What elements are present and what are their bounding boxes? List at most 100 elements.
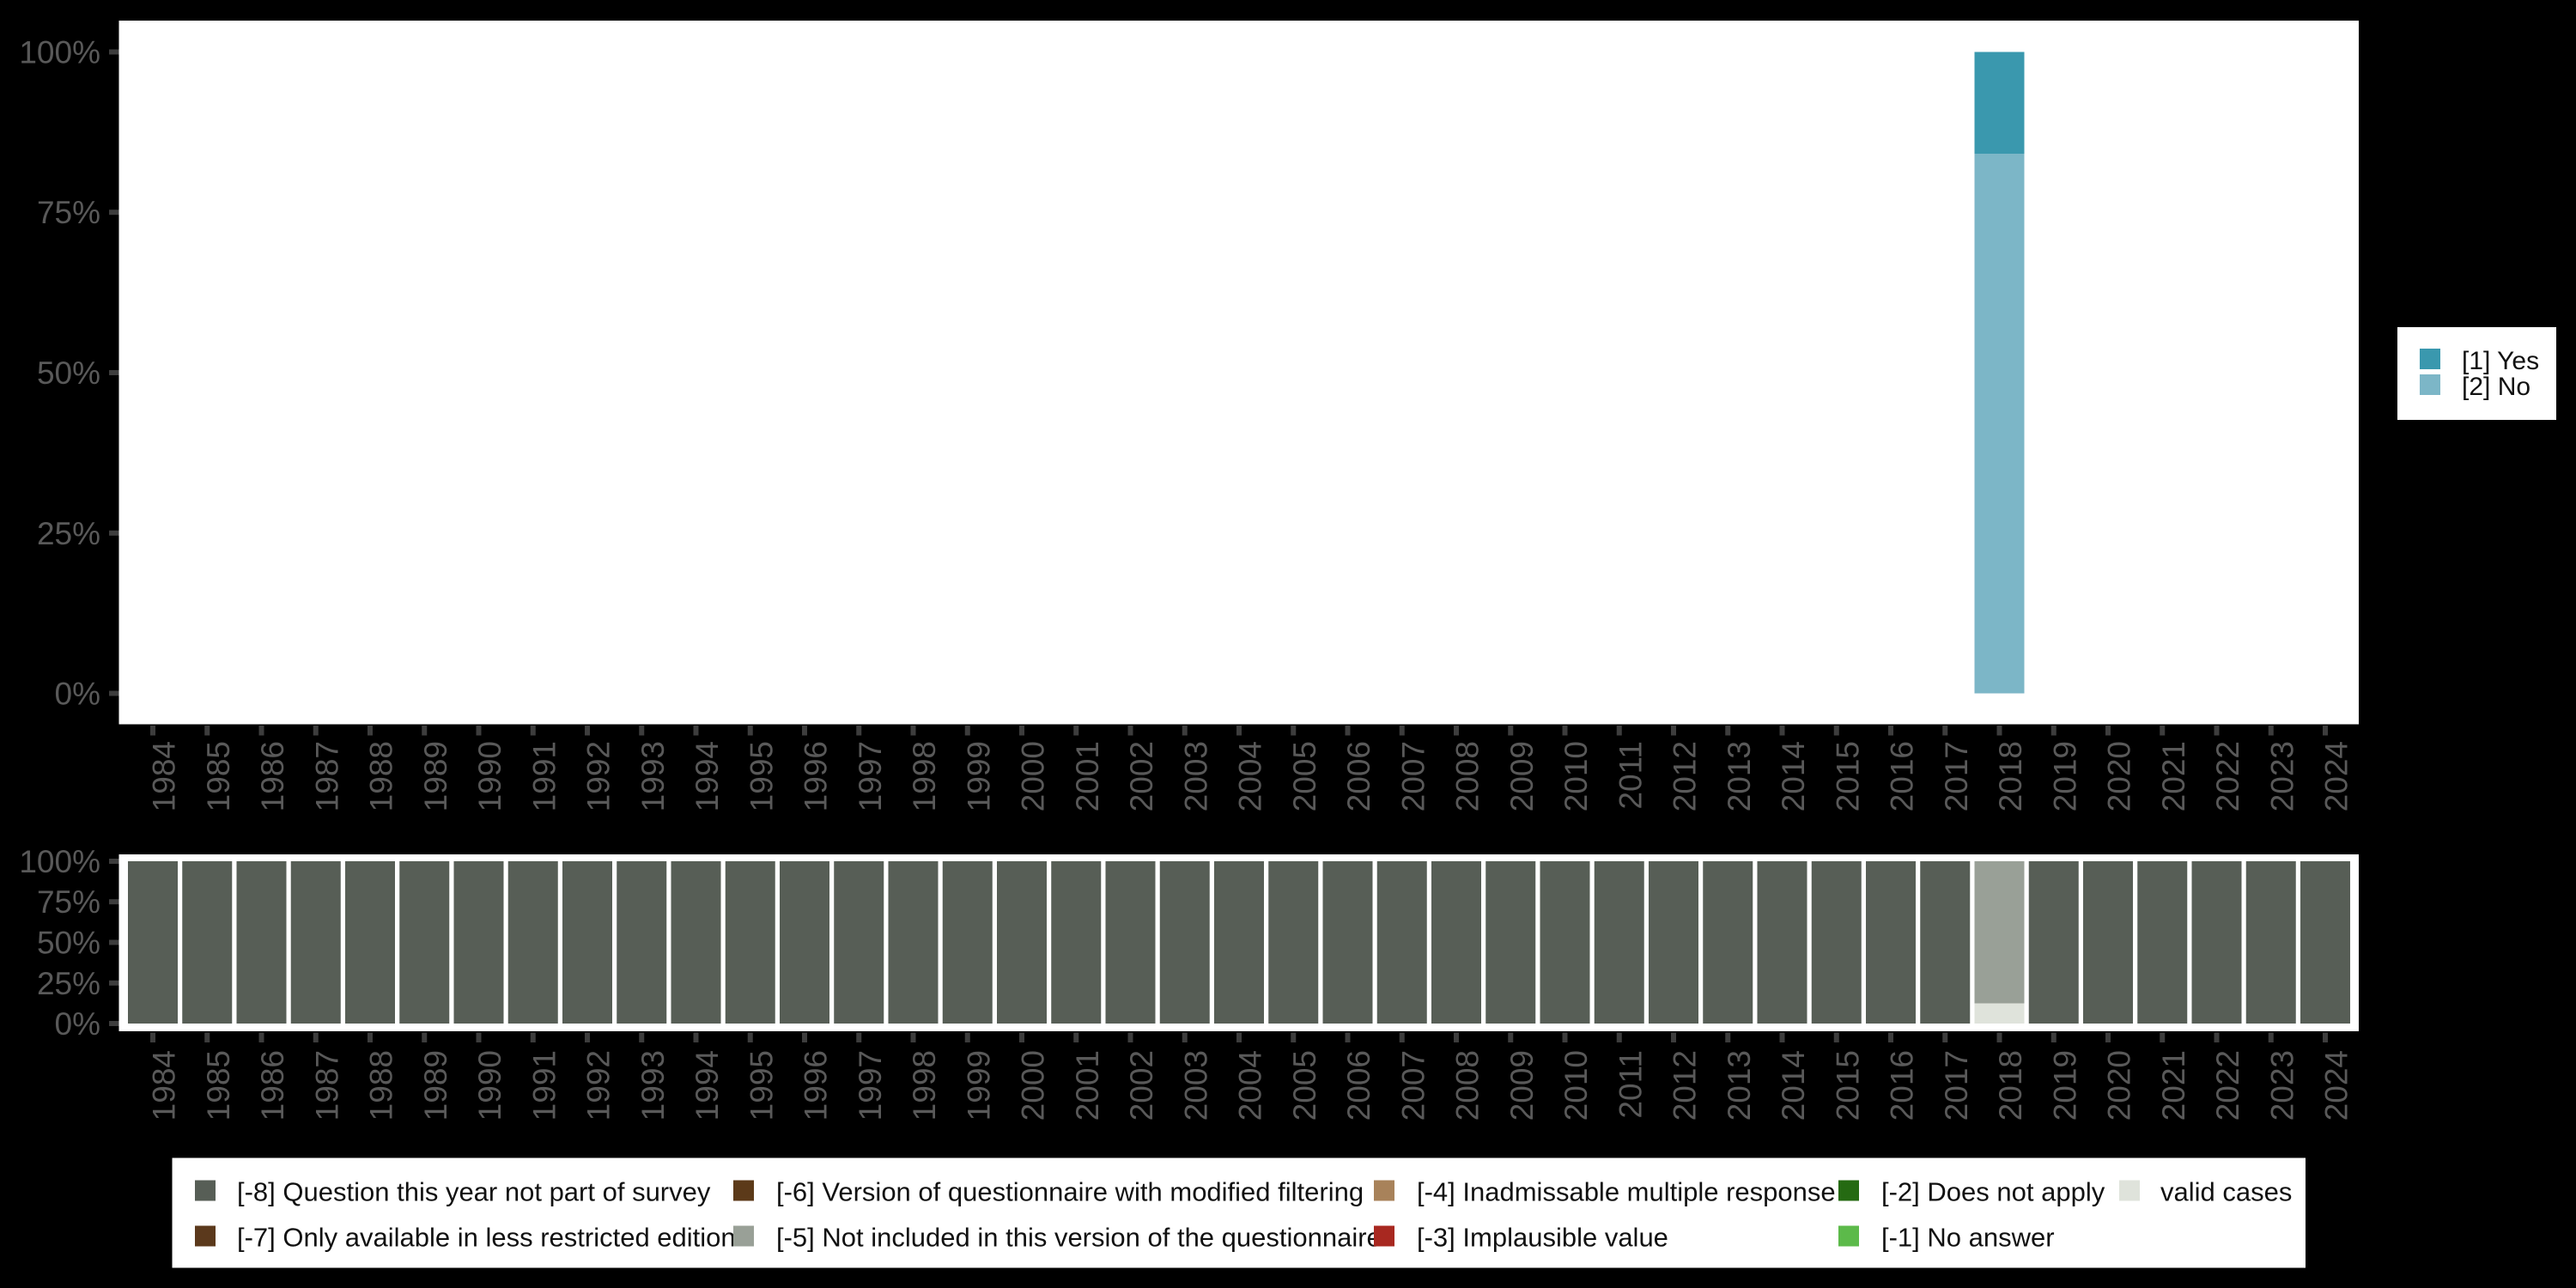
svg-text:1997: 1997 (853, 1050, 888, 1121)
svg-text:2005: 2005 (1287, 741, 1322, 811)
svg-text:1993: 1993 (635, 741, 671, 811)
svg-text:1992: 1992 (581, 741, 617, 811)
svg-text:2018: 2018 (1993, 741, 2028, 811)
svg-text:2001: 2001 (1070, 741, 1105, 811)
svg-text:1998: 1998 (907, 741, 942, 811)
svg-text:valid cases: valid cases (2160, 1177, 2292, 1207)
svg-text:2016: 2016 (1885, 1050, 1920, 1121)
svg-text:2014: 2014 (1776, 1050, 1811, 1121)
svg-text:[-2] Does not apply: [-2] Does not apply (1881, 1177, 2105, 1207)
svg-text:1999: 1999 (961, 1050, 996, 1121)
svg-text:25%: 25% (37, 516, 100, 551)
svg-text:1994: 1994 (690, 741, 725, 811)
svg-text:2006: 2006 (1341, 741, 1376, 811)
svg-text:1985: 1985 (201, 741, 236, 811)
svg-text:[-4] Inadmissable multiple res: [-4] Inadmissable multiple response (1417, 1177, 1836, 1207)
svg-text:2001: 2001 (1070, 1050, 1105, 1121)
svg-text:0%: 0% (55, 677, 100, 712)
svg-text:2002: 2002 (1124, 741, 1159, 811)
svg-text:25%: 25% (37, 966, 100, 1001)
svg-text:1989: 1989 (418, 741, 453, 811)
svg-text:1998: 1998 (907, 1050, 942, 1121)
svg-text:2020: 2020 (2102, 741, 2137, 811)
svg-text:[-3] Implausible value: [-3] Implausible value (1417, 1223, 1668, 1253)
svg-text:2011: 2011 (1613, 741, 1648, 810)
svg-text:2008: 2008 (1450, 741, 1485, 811)
svg-text:2007: 2007 (1395, 1050, 1431, 1121)
svg-text:2023: 2023 (2264, 1050, 2300, 1121)
svg-text:1995: 1995 (744, 1050, 779, 1121)
svg-text:1986: 1986 (255, 741, 290, 811)
svg-text:2017: 2017 (1939, 741, 1974, 811)
svg-text:75%: 75% (37, 195, 100, 230)
svg-text:[-7] Only available in less re: [-7] Only available in less restricted e… (237, 1223, 736, 1253)
svg-text:1997: 1997 (853, 741, 888, 811)
svg-text:2009: 2009 (1504, 1050, 1540, 1121)
svg-text:2018: 2018 (1993, 1050, 2028, 1121)
svg-text:1986: 1986 (255, 1050, 290, 1121)
svg-text:1999: 1999 (961, 741, 996, 811)
svg-text:1992: 1992 (581, 1050, 617, 1121)
svg-text:1991: 1991 (526, 1050, 562, 1121)
svg-text:2023: 2023 (2264, 741, 2300, 811)
svg-text:2016: 2016 (1885, 741, 1920, 811)
svg-text:50%: 50% (37, 355, 100, 391)
svg-text:2015: 2015 (1830, 1050, 1865, 1121)
svg-text:2011: 2011 (1613, 1050, 1648, 1119)
svg-text:1995: 1995 (744, 741, 779, 811)
svg-text:2024: 2024 (2319, 1050, 2354, 1121)
svg-text:75%: 75% (37, 884, 100, 920)
svg-text:1990: 1990 (472, 1050, 507, 1121)
svg-text:1990: 1990 (472, 741, 507, 811)
svg-text:100%: 100% (19, 35, 100, 70)
svg-text:2013: 2013 (1722, 1050, 1757, 1121)
svg-text:2004: 2004 (1233, 1050, 1268, 1121)
svg-text:50%: 50% (37, 926, 100, 961)
svg-text:1994: 1994 (690, 1050, 725, 1121)
svg-text:2010: 2010 (1558, 741, 1594, 811)
svg-text:2022: 2022 (2210, 741, 2245, 811)
svg-text:1984: 1984 (147, 1050, 182, 1121)
svg-text:[-6] Version of questionnaire: [-6] Version of questionnaire with modif… (776, 1177, 1364, 1207)
svg-text:1988: 1988 (364, 741, 399, 811)
svg-text:2024: 2024 (2319, 741, 2354, 811)
svg-text:2013: 2013 (1722, 741, 1757, 811)
svg-text:2012: 2012 (1668, 1050, 1703, 1121)
svg-text:1996: 1996 (799, 1050, 834, 1121)
svg-text:1984: 1984 (147, 741, 182, 811)
svg-text:1991: 1991 (526, 741, 562, 811)
svg-text:2021: 2021 (2156, 1050, 2191, 1121)
svg-text:2017: 2017 (1939, 1050, 1974, 1121)
svg-text:2012: 2012 (1668, 741, 1703, 811)
svg-text:[-1] No answer: [-1] No answer (1881, 1223, 2055, 1253)
svg-text:2002: 2002 (1124, 1050, 1159, 1121)
svg-text:2019: 2019 (2047, 741, 2082, 811)
svg-text:2004: 2004 (1233, 741, 1268, 811)
svg-text:1987: 1987 (309, 1050, 344, 1121)
svg-text:2019: 2019 (2047, 1050, 2082, 1121)
svg-text:1985: 1985 (201, 1050, 236, 1121)
svg-text:100%: 100% (19, 844, 100, 879)
svg-text:1996: 1996 (799, 741, 834, 811)
svg-text:2000: 2000 (1016, 1050, 1051, 1121)
svg-text:[1] Yes: [1] Yes (2462, 347, 2539, 375)
svg-text:0%: 0% (55, 1006, 100, 1042)
svg-text:2003: 2003 (1178, 1050, 1213, 1121)
svg-text:2003: 2003 (1178, 741, 1213, 811)
svg-text:2010: 2010 (1558, 1050, 1594, 1121)
svg-text:2015: 2015 (1830, 741, 1865, 811)
svg-text:2000: 2000 (1016, 741, 1051, 811)
svg-text:2014: 2014 (1776, 741, 1811, 811)
svg-text:2005: 2005 (1287, 1050, 1322, 1121)
svg-text:2007: 2007 (1395, 741, 1431, 811)
svg-text:2022: 2022 (2210, 1050, 2245, 1121)
svg-text:1989: 1989 (418, 1050, 453, 1121)
svg-text:[-8] Question this year not pa: [-8] Question this year not part of surv… (237, 1177, 711, 1207)
svg-text:[2] No: [2] No (2462, 373, 2530, 401)
svg-text:2021: 2021 (2156, 741, 2191, 811)
svg-text:2006: 2006 (1341, 1050, 1376, 1121)
svg-text:2009: 2009 (1504, 741, 1540, 811)
svg-text:2020: 2020 (2102, 1050, 2137, 1121)
svg-text:1988: 1988 (364, 1050, 399, 1121)
svg-text:[-5] Not included in this vers: [-5] Not included in this version of the… (776, 1223, 1382, 1253)
